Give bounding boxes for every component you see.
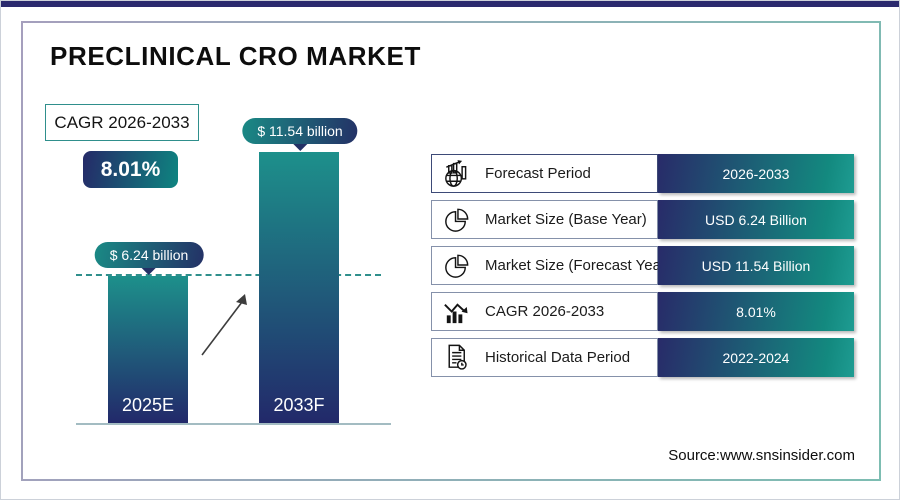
table-row: Market Size (Forecast Year) USD 11.54 Bi… (431, 246, 854, 285)
pie-chart-icon (445, 254, 469, 278)
table-value: 2026-2033 (722, 165, 790, 182)
table-value-cell: USD 6.24 Billion (658, 200, 854, 239)
bar-value-callout-2025e: $ 6.24 billion (94, 242, 204, 268)
stats-table: Forecast Period 2026-2033 Market Size (B… (431, 154, 854, 377)
table-value: 8.01% (736, 303, 776, 320)
table-row: Forecast Period 2026-2033 (431, 154, 854, 193)
table-label: Market Size (Forecast Year) (485, 257, 671, 274)
table-value: 2022-2024 (722, 349, 790, 366)
table-value-cell: 8.01% (658, 292, 854, 331)
table-value: USD 6.24 Billion (705, 211, 807, 228)
bar-category-label: 2025E (121, 395, 175, 415)
bar-2033f: 2033F (259, 152, 339, 423)
bar-value-label: $ 11.54 billion (257, 123, 343, 139)
bar-category-label: 2033F (273, 395, 325, 415)
table-label-cell: Market Size (Forecast Year) (431, 246, 671, 285)
source-text: Source:www.snsinsider.com (668, 447, 855, 464)
table-label-cell: Market Size (Base Year) (431, 200, 658, 239)
table-row: Market Size (Base Year) USD 6.24 Billion (431, 200, 854, 239)
cagr-period-label: CAGR 2026-2033 (54, 112, 190, 132)
cagr-period-box: CAGR 2026-2033 (45, 104, 199, 141)
page-title: PRECLINICAL CRO MARKET (50, 41, 421, 71)
top-accent-bar (1, 1, 899, 7)
document-clock-icon (448, 344, 467, 370)
reference-dashed-line (76, 274, 381, 276)
growth-arrow-icon (201, 294, 247, 356)
table-value-cell: 2026-2033 (658, 154, 854, 193)
table-value-cell: USD 11.54 Billion (658, 246, 854, 285)
table-label: Historical Data Period (485, 349, 631, 366)
table-label: CAGR 2026-2033 (485, 303, 605, 320)
table-value: USD 11.54 Billion (701, 257, 811, 274)
bar-2025e: 2025E (108, 276, 188, 423)
table-value-cell: 2022-2024 (658, 338, 854, 377)
table-label-cell: CAGR 2026-2033 (431, 292, 658, 331)
bar-value-label: $ 6.24 billion (109, 247, 189, 263)
table-row: Historical Data Period 2022-2024 (431, 338, 854, 377)
bar-trend-icon (444, 303, 468, 324)
table-label-cell: Historical Data Period (431, 338, 658, 377)
globe-trend-icon (445, 160, 467, 187)
chart-baseline (76, 423, 391, 425)
cagr-value-badge: 8.01% (83, 151, 178, 188)
table-label-cell: Forecast Period (431, 154, 658, 193)
table-label: Market Size (Base Year) (485, 211, 647, 228)
pie-chart-icon (445, 208, 469, 232)
bar-value-callout-2033f: $ 11.54 billion (242, 118, 358, 144)
table-row: CAGR 2026-2033 8.01% (431, 292, 854, 331)
table-label: Forecast Period (485, 165, 591, 182)
